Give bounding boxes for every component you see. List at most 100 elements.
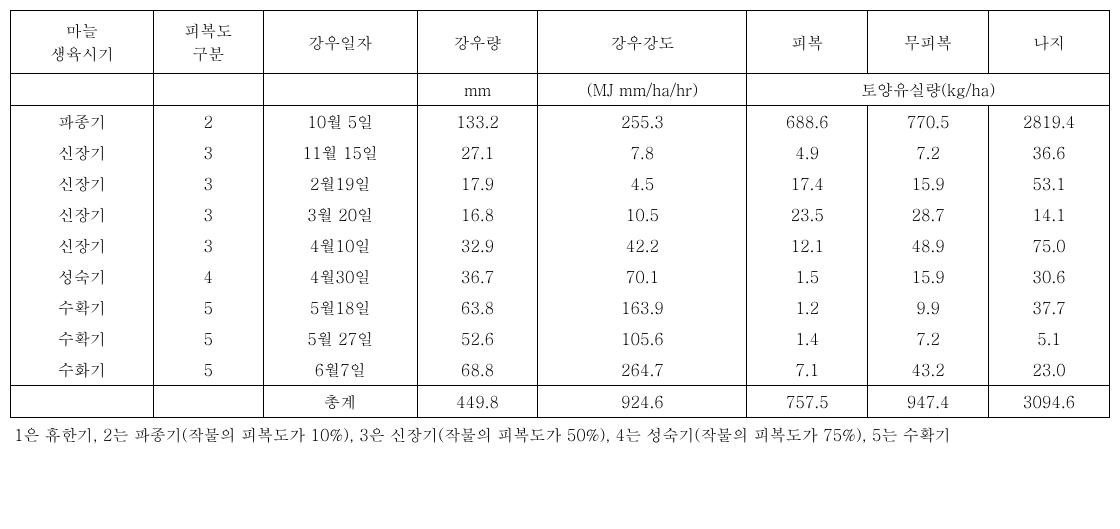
cell-date: 2월19일 <box>263 168 417 199</box>
cell-covered: 17.4 <box>747 168 868 199</box>
units-blank-3 <box>263 74 417 106</box>
totals-row: 총계 449.8 924.6 757.5 947.4 3094.6 <box>11 386 1110 418</box>
cell-cover: 3 <box>153 199 263 230</box>
totals-bare: 3094.6 <box>989 386 1110 418</box>
cell-covered: 12.1 <box>747 230 868 261</box>
units-mm: mm <box>417 74 538 106</box>
data-table: 마늘 생육시기 피복도 구분 강우일자 강우량 강우강도 피복 무피복 나지 m… <box>10 10 1110 418</box>
cell-cover: 4 <box>153 261 263 292</box>
cell-cover: 3 <box>153 137 263 168</box>
cell-rainfall: 52.6 <box>417 323 538 354</box>
cell-stage: 파종기 <box>11 106 154 138</box>
cell-rainfall: 16.8 <box>417 199 538 230</box>
cell-bare: 53.1 <box>989 168 1110 199</box>
cell-stage: 신장기 <box>11 199 154 230</box>
header-stage-l1: 마늘 <box>66 19 98 42</box>
header-cover-l2: 구분 <box>192 42 224 65</box>
cell-covered: 1.5 <box>747 261 868 292</box>
header-row: 마늘 생육시기 피복도 구분 강우일자 강우량 강우강도 피복 무피복 나지 <box>11 11 1110 74</box>
cell-stage: 신장기 <box>11 137 154 168</box>
totals-blank-2 <box>153 386 263 418</box>
cell-stage: 수확기 <box>11 292 154 323</box>
cell-date: 6월7일 <box>263 354 417 386</box>
cell-date: 10월 5일 <box>263 106 417 138</box>
table-row: 파종기210월 5일133.2255.3688.6770.52819.4 <box>11 106 1110 138</box>
cell-uncovered: 7.2 <box>868 323 989 354</box>
totals-covered: 757.5 <box>747 386 868 418</box>
cell-intensity: 255.3 <box>538 106 747 138</box>
header-rainfall: 강우량 <box>417 11 538 74</box>
cell-uncovered: 9.9 <box>868 292 989 323</box>
cell-bare: 14.1 <box>989 199 1110 230</box>
cell-stage: 성숙기 <box>11 261 154 292</box>
units-blank-2 <box>153 74 263 106</box>
cell-rainfall: 17.9 <box>417 168 538 199</box>
header-bare: 나지 <box>989 11 1110 74</box>
header-cover: 피복도 구분 <box>153 11 263 74</box>
cell-rainfall: 68.8 <box>417 354 538 386</box>
units-row: mm (MJ mm/ha/hr) 토양유실량(kg/ha) <box>11 74 1110 106</box>
cell-date: 4월10일 <box>263 230 417 261</box>
cell-stage: 수확기 <box>11 323 154 354</box>
cell-intensity: 163.9 <box>538 292 747 323</box>
cell-intensity: 10.5 <box>538 199 747 230</box>
cell-date: 3월 20일 <box>263 199 417 230</box>
totals-blank-1 <box>11 386 154 418</box>
cell-bare: 5.1 <box>989 323 1110 354</box>
cell-uncovered: 770.5 <box>868 106 989 138</box>
cell-bare: 36.6 <box>989 137 1110 168</box>
table-row: 신장기34월10일32.942.212.148.975.0 <box>11 230 1110 261</box>
header-cover-l1: 피복도 <box>184 19 232 42</box>
cell-bare: 23.0 <box>989 354 1110 386</box>
header-stage: 마늘 생육시기 <box>11 11 154 74</box>
header-uncovered: 무피복 <box>868 11 989 74</box>
cell-stage: 신장기 <box>11 168 154 199</box>
cell-uncovered: 48.9 <box>868 230 989 261</box>
cell-cover: 5 <box>153 354 263 386</box>
cell-covered: 1.4 <box>747 323 868 354</box>
table-row: 수확기55월18일63.8163.91.29.937.7 <box>11 292 1110 323</box>
cell-date: 4월30일 <box>263 261 417 292</box>
cell-intensity: 70.1 <box>538 261 747 292</box>
footnote: 1은 휴한기, 2는 파종기(작물의 피복도가 10%), 3은 신장기(작물의… <box>10 422 1110 448</box>
cell-cover: 5 <box>153 323 263 354</box>
totals-intensity: 924.6 <box>538 386 747 418</box>
cell-stage: 신장기 <box>11 230 154 261</box>
cell-covered: 23.5 <box>747 199 868 230</box>
cell-date: 5월18일 <box>263 292 417 323</box>
cell-uncovered: 15.9 <box>868 261 989 292</box>
cell-stage: 수화기 <box>11 354 154 386</box>
cell-rainfall: 32.9 <box>417 230 538 261</box>
cell-rainfall: 63.8 <box>417 292 538 323</box>
cell-covered: 4.9 <box>747 137 868 168</box>
table-row: 신장기32월19일17.94.517.415.953.1 <box>11 168 1110 199</box>
totals-uncovered: 947.4 <box>868 386 989 418</box>
units-intensity: (MJ mm/ha/hr) <box>538 74 747 106</box>
cell-uncovered: 28.7 <box>868 199 989 230</box>
cell-date: 11월 15일 <box>263 137 417 168</box>
cell-rainfall: 133.2 <box>417 106 538 138</box>
table-row: 수확기55월 27일52.6105.61.47.25.1 <box>11 323 1110 354</box>
cell-intensity: 7.8 <box>538 137 747 168</box>
header-date: 강우일자 <box>263 11 417 74</box>
header-covered: 피복 <box>747 11 868 74</box>
cell-cover: 3 <box>153 168 263 199</box>
cell-covered: 688.6 <box>747 106 868 138</box>
cell-uncovered: 43.2 <box>868 354 989 386</box>
cell-cover: 5 <box>153 292 263 323</box>
cell-cover: 3 <box>153 230 263 261</box>
header-intensity: 강우강도 <box>538 11 747 74</box>
cell-bare: 30.6 <box>989 261 1110 292</box>
units-blank-1 <box>11 74 154 106</box>
cell-uncovered: 15.9 <box>868 168 989 199</box>
cell-uncovered: 7.2 <box>868 137 989 168</box>
table-body: 파종기210월 5일133.2255.3688.6770.52819.4신장기3… <box>11 106 1110 386</box>
table-row: 수화기56월7일68.8264.77.143.223.0 <box>11 354 1110 386</box>
cell-bare: 2819.4 <box>989 106 1110 138</box>
cell-covered: 1.2 <box>747 292 868 323</box>
totals-rainfall: 449.8 <box>417 386 538 418</box>
cell-covered: 7.1 <box>747 354 868 386</box>
cell-intensity: 4.5 <box>538 168 747 199</box>
cell-rainfall: 36.7 <box>417 261 538 292</box>
header-stage-l2: 생육시기 <box>50 42 114 65</box>
